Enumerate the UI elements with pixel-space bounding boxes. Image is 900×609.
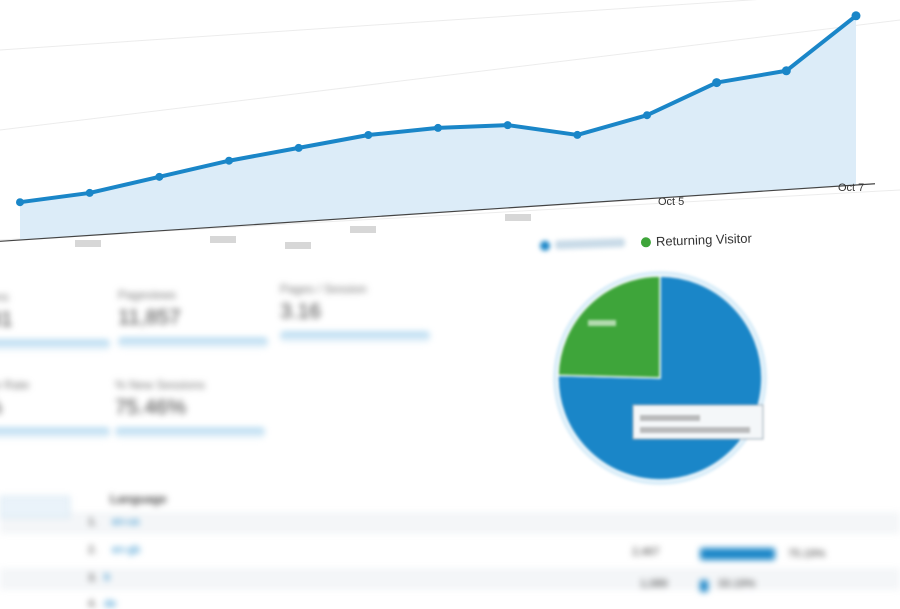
x-tick-blurred <box>210 236 236 243</box>
data-point[interactable] <box>155 172 164 181</box>
data-point[interactable] <box>16 198 24 207</box>
x-tick-blurred <box>75 240 101 247</box>
col-language: Language <box>110 492 167 506</box>
metric-value: 48% <box>0 396 110 420</box>
table-search-input[interactable] <box>0 496 70 518</box>
metric-sparkline <box>0 428 110 438</box>
row-pct: 33.19% <box>718 578 756 590</box>
legend-dot-new <box>539 240 551 251</box>
metric-sessions: Sessions 3,281 <box>0 290 110 350</box>
data-point[interactable] <box>434 123 442 132</box>
data-point[interactable] <box>503 121 512 130</box>
x-tick-oct5: Oct 5 <box>658 196 685 208</box>
row-num: 2. <box>88 544 98 556</box>
metric-label: % New Sessions <box>115 378 206 392</box>
table-row[interactable]: 3. fr 1,089 33.19% <box>0 568 900 592</box>
data-point[interactable] <box>294 143 303 152</box>
metric-bounce-rate: Bounce Rate 48% <box>0 378 110 438</box>
gridline <box>0 0 758 51</box>
pie-slice-returning-visitor[interactable] <box>557 275 661 379</box>
metric-label: Pageviews <box>118 288 177 302</box>
language-table: Language Sessions % Sessions 1. en-us 2.… <box>0 490 900 609</box>
row-lang-link[interactable]: de <box>104 598 117 609</box>
x-tick-blurred <box>505 214 531 221</box>
metric-sparkline <box>0 340 110 350</box>
metric-sparkline <box>280 332 430 342</box>
row-lang-link[interactable]: en-gb <box>112 544 141 556</box>
metric-value: 3,281 <box>0 308 13 331</box>
data-point[interactable] <box>225 156 233 165</box>
pie-svg <box>553 271 767 485</box>
row-lang-link[interactable]: en-us <box>112 516 140 528</box>
x-tick-blurred <box>285 242 311 249</box>
pie-slice-label-blurred <box>588 320 616 326</box>
legend-dot-returning <box>640 236 652 247</box>
pie-tooltip <box>632 404 764 440</box>
data-point[interactable] <box>712 78 722 88</box>
metric-pages-per-session: Pages / Session 3.16 <box>280 282 430 342</box>
row-pct-bar <box>700 580 709 592</box>
table-row[interactable]: 2. en-gb 2,467 75.19% <box>0 540 900 562</box>
metric-value: 11,857 <box>118 306 181 329</box>
pie-tooltip-text-blurred <box>640 427 750 433</box>
metric-pageviews: Pageviews 11,857 <box>118 288 268 348</box>
row-sessions: 1,089 <box>640 578 668 590</box>
row-num: 4. <box>88 598 98 609</box>
data-point[interactable] <box>85 188 94 197</box>
row-num: 1. <box>88 516 98 528</box>
metric-sparkline <box>118 338 268 348</box>
row-pct-bar <box>700 548 775 560</box>
table-row[interactable]: 1. en-us <box>0 512 900 534</box>
data-point[interactable] <box>643 111 651 120</box>
x-axis-baseline <box>0 183 876 242</box>
legend-new-visitor <box>539 238 626 251</box>
data-point[interactable] <box>364 131 373 140</box>
data-point[interactable] <box>573 130 582 139</box>
row-num: 3. <box>88 572 98 584</box>
row-pct: 75.19% <box>788 548 826 560</box>
data-point[interactable] <box>781 66 791 76</box>
x-tick-blurred <box>350 226 376 233</box>
x-tick-oct7: Oct 7 <box>838 182 865 194</box>
metric-label: Pages / Session <box>280 282 367 296</box>
legend-label-new-blurred <box>554 238 626 250</box>
metric-label: Sessions <box>0 290 9 304</box>
row-sessions: 2,467 <box>632 546 660 558</box>
table-row[interactable]: 4. de <box>0 594 900 609</box>
metric-sparkline <box>115 428 265 438</box>
metric-value: 3.16 <box>280 300 321 323</box>
row-lang-link[interactable]: fr <box>104 572 111 584</box>
pie-tooltip-text-blurred <box>640 415 700 421</box>
metric-value: 75.46% <box>115 396 187 419</box>
metric-label: Bounce Rate <box>0 378 30 392</box>
visitor-pie-chart <box>548 270 773 485</box>
gridline <box>0 19 900 131</box>
metric-new-sessions: % New Sessions 75.46% <box>115 378 265 438</box>
data-point[interactable] <box>851 11 861 21</box>
sessions-line-chart <box>0 0 900 249</box>
